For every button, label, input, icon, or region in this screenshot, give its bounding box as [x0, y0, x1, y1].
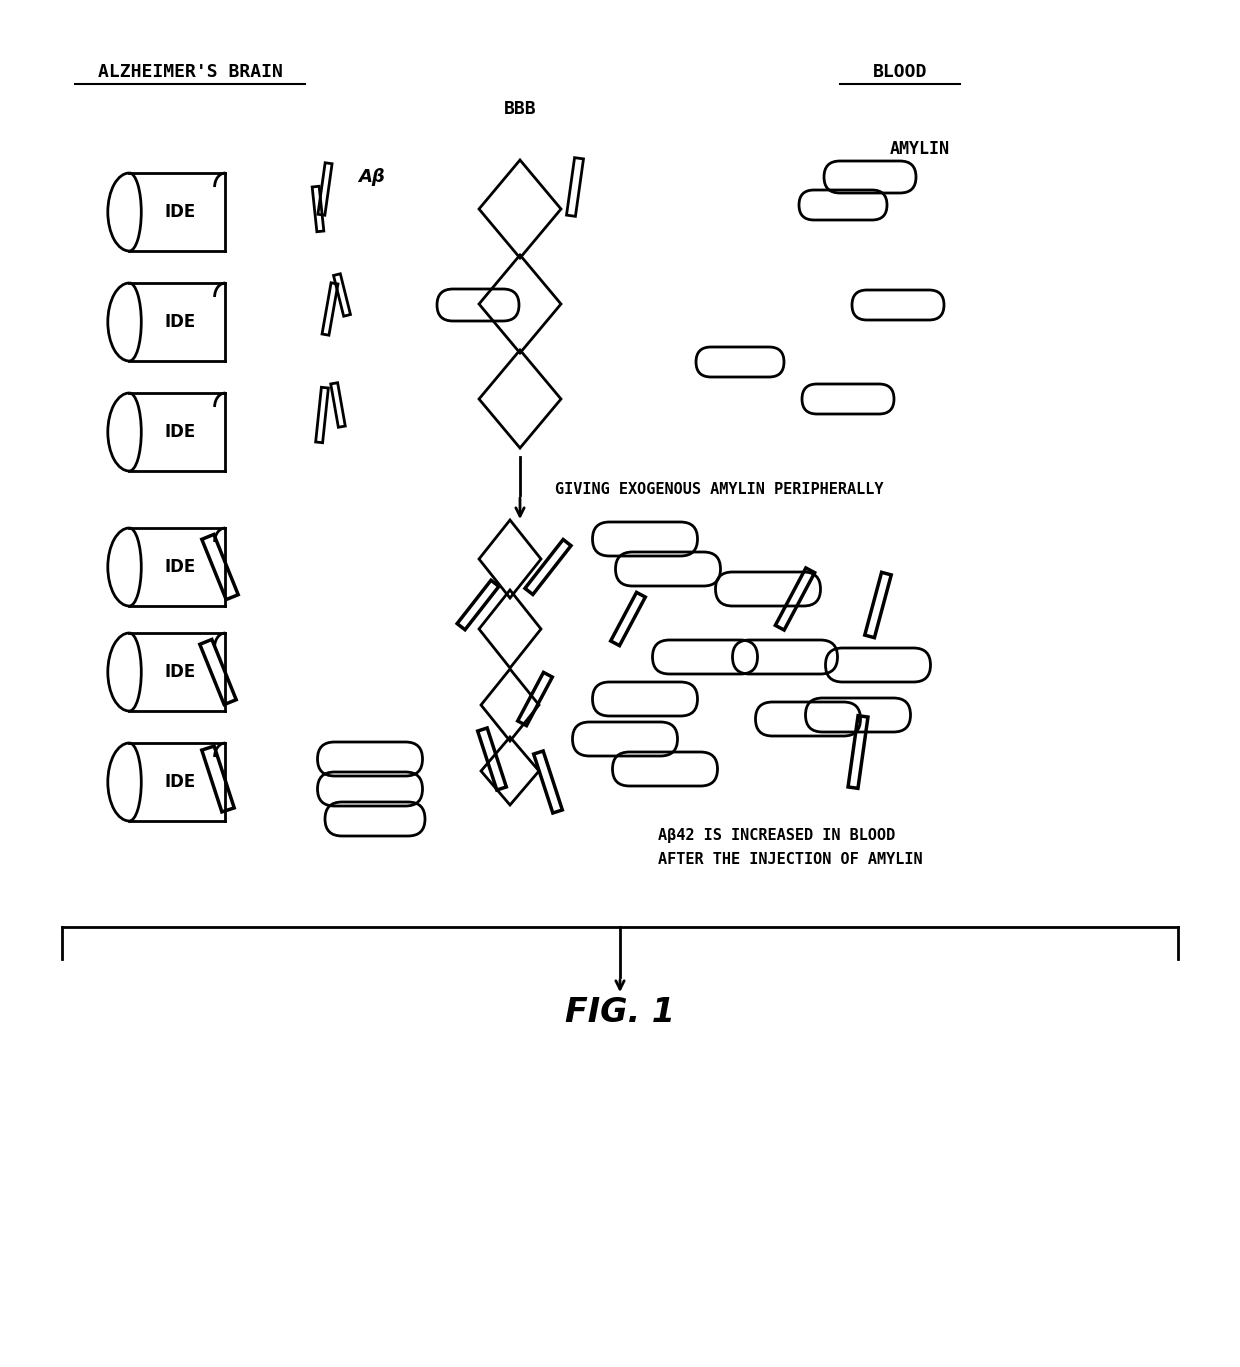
Text: AFTER THE INJECTION OF AMYLIN: AFTER THE INJECTION OF AMYLIN [658, 852, 923, 867]
Bar [775, 567, 815, 630]
Text: BLOOD: BLOOD [873, 63, 928, 81]
Text: IDE: IDE [164, 422, 196, 442]
Text: AMYLIN: AMYLIN [890, 139, 950, 159]
Bar [202, 534, 238, 600]
Bar [334, 273, 351, 316]
Text: BBB: BBB [503, 100, 537, 118]
Bar [477, 729, 506, 790]
Bar [610, 592, 645, 645]
Text: IDE: IDE [164, 204, 196, 221]
Text: IDE: IDE [164, 313, 196, 331]
Bar [525, 540, 572, 595]
Bar [567, 157, 584, 216]
Text: FIG. 1: FIG. 1 [565, 995, 675, 1028]
Bar [864, 573, 892, 637]
Bar [458, 580, 498, 630]
Text: IDE: IDE [164, 558, 196, 576]
Bar [316, 387, 329, 443]
Bar [200, 640, 236, 704]
Bar [533, 750, 562, 813]
Text: IDE: IDE [164, 663, 196, 681]
Bar [331, 383, 345, 428]
Bar [202, 746, 234, 812]
Bar [317, 163, 332, 215]
Bar [517, 673, 552, 726]
Text: IDE: IDE [164, 772, 196, 791]
Text: ALZHEIMER'S BRAIN: ALZHEIMER'S BRAIN [98, 63, 283, 81]
Text: GIVING EXOGENOUS AMYLIN PERIPHERALLY: GIVING EXOGENOUS AMYLIN PERIPHERALLY [556, 481, 883, 496]
Bar [322, 283, 339, 335]
Bar [848, 716, 868, 789]
Text: Aβ42 IS INCREASED IN BLOOD: Aβ42 IS INCREASED IN BLOOD [658, 827, 895, 842]
Bar [312, 186, 324, 232]
Text: Aβ: Aβ [358, 168, 384, 186]
